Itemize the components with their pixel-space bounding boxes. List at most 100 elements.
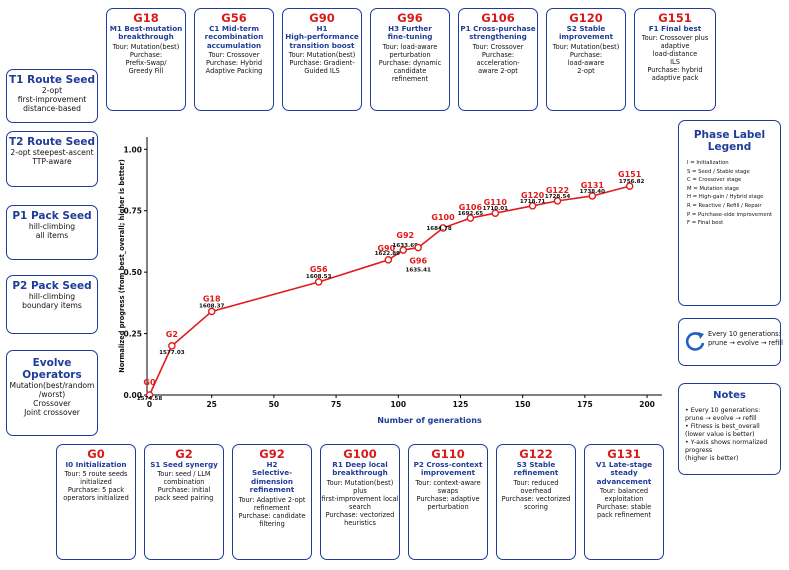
- point-gen-label: G0: [143, 378, 156, 387]
- seed-title: P2 Pack Seed: [12, 280, 92, 292]
- point-gen-label: G120: [521, 191, 545, 200]
- legend-item: F = Final best: [687, 220, 724, 227]
- phase-subtitle: P1 Cross-purchase strengthening: [460, 24, 536, 42]
- phase-desc: Tour: Adaptive 2-opt refinement Purchase: …: [238, 495, 306, 528]
- x-tick-label: 100: [390, 400, 406, 409]
- gen-label: G120: [569, 11, 603, 25]
- phase-subtitle: F1 Final best: [648, 24, 702, 33]
- legend-item: M = Mutation stage: [687, 185, 740, 192]
- gen-label: G90: [309, 11, 335, 25]
- point-value-label: 1633.69: [393, 243, 419, 249]
- phase-desc: Tour: 5 route seeds initialized Purchase: …: [63, 470, 129, 503]
- phase-desc: Tour: reduced overhead Purchase: vectoriz…: [501, 478, 571, 511]
- phase-subtitle: S3 Stable refinement: [513, 460, 559, 478]
- phase-legend-box: Phase Label Legend I = Initialization S …: [678, 120, 781, 306]
- bottom-box-g92: G92 H2 Selective-dimension refinement Tour…: [232, 444, 312, 560]
- gen-label: G131: [607, 447, 641, 461]
- point-gen-label: G18: [203, 294, 221, 303]
- point-gen-label: G100: [431, 213, 455, 222]
- bottom-box-g110: G110 P2 Cross-context improvement Tour: c…: [408, 444, 488, 560]
- gen-label: G96: [397, 11, 423, 25]
- x-axis-label: Number of generations: [377, 416, 482, 425]
- cycle-text: Every 10 generations: prune → evolve → r…: [708, 330, 783, 348]
- legend-item: C = Crossover stage: [687, 177, 742, 184]
- phase-subtitle: R1 Deep local breakthrough: [332, 460, 388, 478]
- phase-desc: Tour: Mutation(best) Purchase: Prefix-Swap…: [112, 42, 180, 75]
- gen-label: G18: [133, 11, 159, 25]
- data-point: [588, 192, 597, 200]
- note-line: • Every 10 generations:: [685, 407, 761, 414]
- seed-box-t1: T1 Route Seed 2-opt first-improvement dist…: [6, 69, 98, 123]
- point-value-label: 1710.01: [483, 206, 509, 212]
- notes-title: Notes: [713, 390, 746, 401]
- gen-label: G92: [259, 447, 285, 461]
- phase-subtitle: M1 Best-mutation breakthrough: [109, 24, 183, 42]
- gen-label: G56: [221, 11, 247, 25]
- gen-label: G151: [658, 11, 692, 25]
- x-tick-label: 75: [331, 400, 341, 409]
- point-value-label: 1692.65: [458, 211, 484, 217]
- phase-subtitle: I0 Initialization: [65, 460, 127, 469]
- seed-desc: hill-climbing boundary items: [22, 292, 82, 310]
- point-value-label: 1728.54: [545, 194, 571, 200]
- x-tick-label: 175: [577, 400, 593, 409]
- gen-label: G106: [481, 11, 515, 25]
- data-point: [491, 209, 500, 217]
- top-box-g90: G90 H1 High-performance transition boost T…: [282, 8, 362, 111]
- point-value-label: 1574.58: [137, 396, 163, 402]
- cycle-line: prune → evolve → refill: [708, 339, 783, 347]
- seed-desc: 2-opt steepest-ascent TTP-aware: [10, 148, 94, 166]
- point-gen-label: G151: [618, 170, 642, 179]
- point-gen-label: G131: [581, 181, 605, 190]
- bottom-box-g122: G122 S3 Stable refinement Tour: reduced o…: [496, 444, 576, 560]
- point-value-label: 1635.41: [405, 268, 431, 274]
- top-box-g106: G106 P1 Cross-purchase strengthening Tour…: [458, 8, 538, 111]
- point-gen-label: G96: [409, 257, 427, 266]
- point-value-label: 1756.82: [619, 179, 645, 185]
- data-point: [145, 391, 154, 399]
- data-point: [207, 307, 216, 316]
- point-value-label: 1577.03: [159, 350, 185, 356]
- note-line: (higher is better): [685, 455, 739, 462]
- seed-box-evolve: Evolve Operators Mutation(best/random/wo…: [6, 350, 98, 436]
- point-gen-label: G92: [396, 231, 414, 240]
- point-value-label: 1622.89: [375, 251, 401, 257]
- phase-subtitle: P2 Cross-context improvement: [413, 460, 483, 478]
- x-tick-label: 200: [639, 400, 655, 409]
- note-line: • Y-axis shows normalized: [685, 439, 768, 446]
- seed-title: T2 Route Seed: [8, 136, 95, 148]
- x-tick-label: 150: [515, 400, 531, 409]
- legend-title: Phase Label Legend: [693, 129, 766, 153]
- seed-title: P1 Pack Seed: [12, 210, 92, 222]
- top-box-g96: G96 H3 Further fine-tuning Tour: load-awa…: [370, 8, 450, 111]
- seed-desc: 2-opt first-improvement distance-based: [17, 86, 87, 113]
- legend-item: I = Initialization: [687, 160, 729, 166]
- phase-subtitle: S2 Stable improvement: [558, 24, 614, 42]
- point-value-label: 1684.78: [426, 226, 452, 232]
- gen-label: G122: [519, 447, 553, 461]
- data-point: [439, 224, 447, 232]
- phase-subtitle: S1 Seed synergy: [150, 460, 218, 469]
- point-gen-label: G106: [459, 203, 483, 212]
- x-tick-label: 125: [453, 400, 469, 409]
- data-point: [399, 246, 408, 254]
- legend-item: R = Reactive / Refill / Repair: [687, 202, 762, 209]
- top-box-g56: G56 C1 Mid-term recombination accumulation…: [194, 8, 274, 111]
- top-box-g120: G120 S2 Stable improvement Tour: Mutation…: [546, 8, 626, 111]
- point-value-label: 1738.40: [580, 189, 606, 195]
- y-tick-label: 1.00: [123, 145, 142, 154]
- note-line: prune → evolve → refill: [685, 415, 757, 422]
- seed-desc: hill-climbing all items: [28, 222, 76, 240]
- top-box-g151: G151 F1 Final best Tour: Crossover plus a…: [634, 8, 716, 111]
- phase-desc: Tour: Crossover Purchase: Hybrid Adaptive …: [205, 51, 263, 76]
- seed-title: T1 Route Seed: [8, 74, 95, 86]
- phase-subtitle: V1 Late-stage steady advancement: [595, 460, 653, 486]
- x-tick-label: 25: [206, 400, 216, 409]
- bottom-box-g2: G2 S1 Seed synergy Tour: seed / LLM combi…: [144, 444, 224, 560]
- y-tick-label: 0.50: [123, 268, 142, 277]
- legend-item: S = Seed / Stable stage: [687, 168, 750, 175]
- point-value-label: 1718.71: [520, 199, 546, 205]
- seed-desc: Mutation(best/random/worst) Crossover Join…: [9, 381, 95, 417]
- data-point: [168, 342, 176, 350]
